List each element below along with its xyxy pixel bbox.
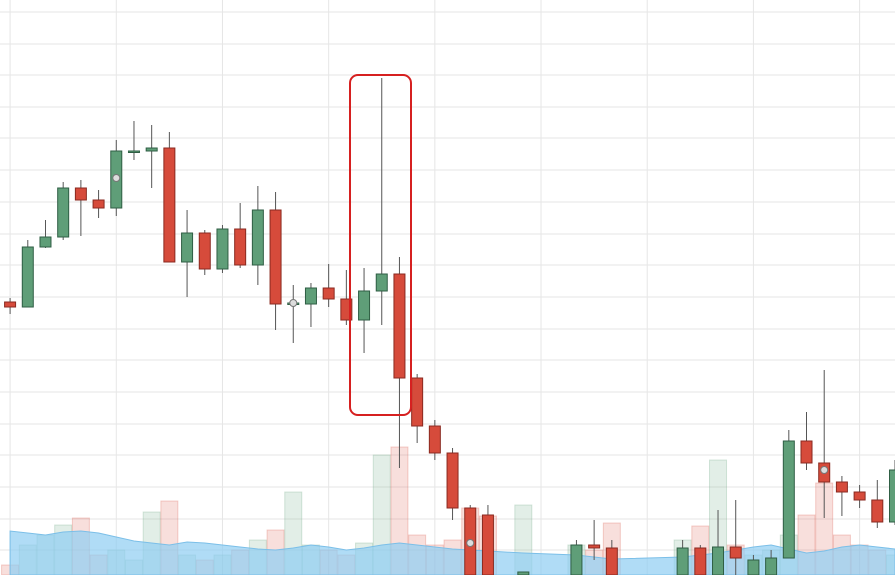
candle-body (889, 469, 895, 523)
marker (112, 174, 121, 182)
candle-body (234, 228, 247, 266)
candle-body (570, 544, 583, 575)
candle-body (835, 481, 848, 493)
candle-body (358, 290, 371, 321)
candle-body (92, 199, 105, 209)
candle-body (163, 147, 176, 263)
candle-body (747, 559, 760, 575)
candle-body (782, 440, 795, 559)
candle-body (304, 287, 317, 305)
candle-body (411, 377, 424, 427)
candle-body (269, 209, 282, 305)
candle-body (216, 228, 229, 270)
marker (289, 299, 298, 307)
candle-body (800, 440, 813, 464)
marker (466, 539, 475, 547)
candle-body (765, 557, 778, 575)
candle-body (127, 150, 140, 153)
candle-body (340, 298, 353, 321)
candle-body (198, 232, 211, 270)
candle-body (712, 546, 725, 575)
candle-body (21, 246, 34, 308)
candle-body (251, 209, 264, 266)
candle-body (181, 232, 194, 263)
candle-body (74, 187, 87, 201)
candle-body (39, 236, 52, 248)
candle-body (694, 547, 707, 575)
candle-body (481, 514, 494, 575)
candle-body (588, 544, 601, 549)
marker (820, 466, 829, 474)
candle-body (322, 287, 335, 300)
candle-body (393, 273, 406, 379)
candle-body (145, 147, 158, 152)
candle-body (871, 499, 884, 523)
candle-body (446, 452, 459, 509)
candle-body (57, 187, 70, 238)
candle-body (729, 546, 742, 559)
candle-body (428, 425, 441, 454)
highlight-box (349, 74, 412, 416)
candle-body (4, 301, 17, 308)
candle-body (676, 547, 689, 575)
candle-layer (4, 78, 895, 575)
candle-body (605, 547, 618, 575)
candle-body (375, 273, 388, 292)
candle-body (517, 571, 530, 575)
candle-body (853, 491, 866, 501)
